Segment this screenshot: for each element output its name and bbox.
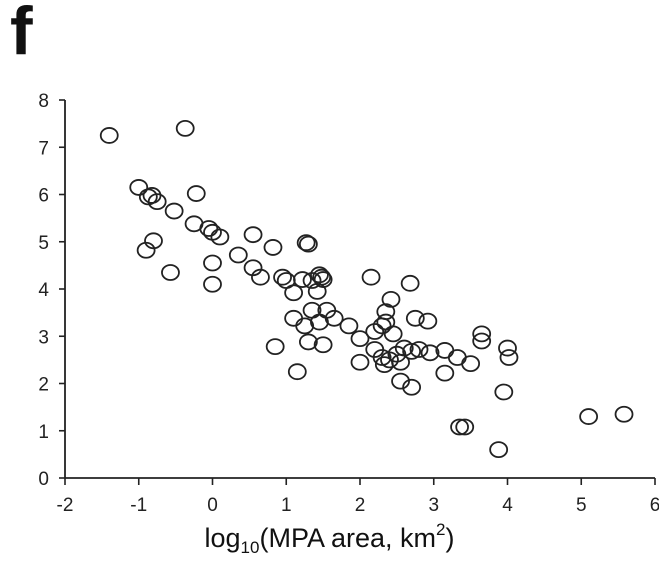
data-point [402,342,422,360]
x-tick-label: 0 [207,495,218,515]
x-tick-label: 6 [650,495,659,515]
data-point [284,309,304,327]
data-point [350,353,370,371]
y-tick-label: 4 [38,280,49,301]
x-tick-label: 5 [576,495,587,515]
data-point [418,312,438,330]
x-axis-label-subscript: 10 [240,538,260,557]
data-point [298,333,318,351]
x-tick-label: -2 [57,495,74,515]
data-point [339,317,359,335]
data-point [387,345,407,363]
x-tick-label: 4 [502,495,513,515]
data-point [263,239,283,256]
data-point [402,378,422,396]
y-tick-label: 7 [38,138,49,159]
data-point [287,363,307,381]
data-point [203,275,222,293]
data-point [381,290,401,308]
data-point [365,323,385,340]
y-tick-label: 3 [38,327,49,348]
y-tick-label: 6 [38,186,49,207]
data-point [199,220,219,237]
x-tick-label: -1 [130,495,147,515]
data-point [210,228,230,246]
panel-label: f [10,0,33,69]
data-point [405,309,425,327]
data-point [144,232,163,250]
x-axis-label-superscript: 2 [436,520,446,539]
data-point [361,268,381,286]
data-point [391,372,410,390]
data-point [498,339,517,357]
data-point [243,226,263,244]
data-point [265,338,285,356]
data-points [99,119,634,459]
data-point [99,127,119,144]
data-point [164,202,184,220]
y-tick-label: 0 [38,469,49,490]
y-tick-label: 8 [38,91,49,112]
scatter-chart: 0 1 2 3 4 5 6 7 8 -2 -1 0 1 2 3 4 5 6 [38,91,659,515]
axes: 0 1 2 3 4 5 6 7 8 -2 -1 0 1 2 3 4 5 6 [38,91,659,515]
data-point [409,341,429,358]
data-point [284,284,304,302]
data-point [129,179,149,196]
data-point [310,266,329,284]
y-tick-label: 1 [38,422,49,443]
data-point [494,383,514,401]
data-point [251,268,270,286]
data-point [296,234,316,252]
data-point [313,336,333,354]
data-point [147,193,167,210]
y-tick-label: 5 [38,233,49,254]
data-point [472,332,492,350]
x-axis-label-close: ) [445,523,455,553]
data-point [579,408,599,425]
x-tick-label: 2 [355,495,366,515]
data-point [383,325,403,343]
data-point [374,356,394,374]
data-point [489,441,509,459]
data-point [228,246,248,264]
y-tick-label: 2 [38,375,49,396]
x-tick-label: 3 [428,495,439,515]
data-point [372,317,392,335]
data-point [161,264,180,281]
data-point [447,349,467,366]
data-point [186,185,206,202]
data-point [455,418,475,436]
data-point [298,235,318,253]
data-point [614,405,634,423]
data-point [435,364,455,382]
data-point [203,254,222,272]
data-point [450,418,469,436]
x-tick-label: 1 [281,495,292,515]
data-point [350,330,370,348]
x-axis-label: log10(MPA area, km2) [0,520,659,558]
data-point [499,349,519,366]
data-point [461,355,481,373]
data-point [295,317,315,335]
data-point [302,301,322,319]
data-point [472,325,492,343]
x-axis-label-main: (MPA area, km [259,523,437,553]
data-point [175,119,195,137]
data-point [420,344,440,362]
x-axis-label-log: log [204,523,241,553]
data-point [400,274,420,292]
data-point [293,271,312,288]
data-point [307,282,327,300]
data-point [273,268,292,286]
